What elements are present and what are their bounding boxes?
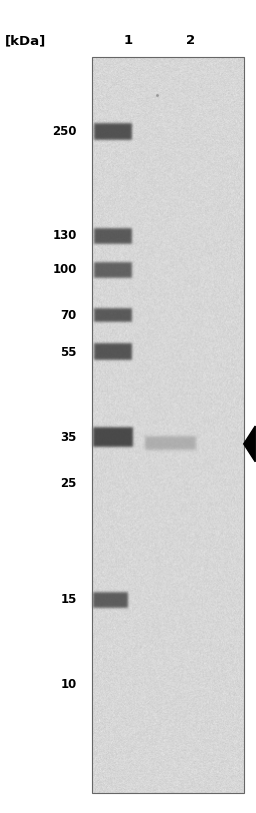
Text: 100: 100 bbox=[52, 263, 77, 276]
Text: 2: 2 bbox=[186, 34, 195, 47]
Text: 1: 1 bbox=[123, 34, 133, 47]
Text: 35: 35 bbox=[60, 431, 77, 444]
Text: 250: 250 bbox=[52, 125, 77, 138]
Text: 10: 10 bbox=[61, 678, 77, 691]
Text: 70: 70 bbox=[61, 309, 77, 322]
Bar bbox=[92, 57, 244, 793]
Text: 25: 25 bbox=[60, 477, 77, 490]
Text: [kDa]: [kDa] bbox=[5, 34, 46, 47]
Polygon shape bbox=[244, 426, 255, 462]
Text: 55: 55 bbox=[60, 346, 77, 359]
Text: 15: 15 bbox=[60, 593, 77, 606]
Text: 130: 130 bbox=[52, 229, 77, 242]
